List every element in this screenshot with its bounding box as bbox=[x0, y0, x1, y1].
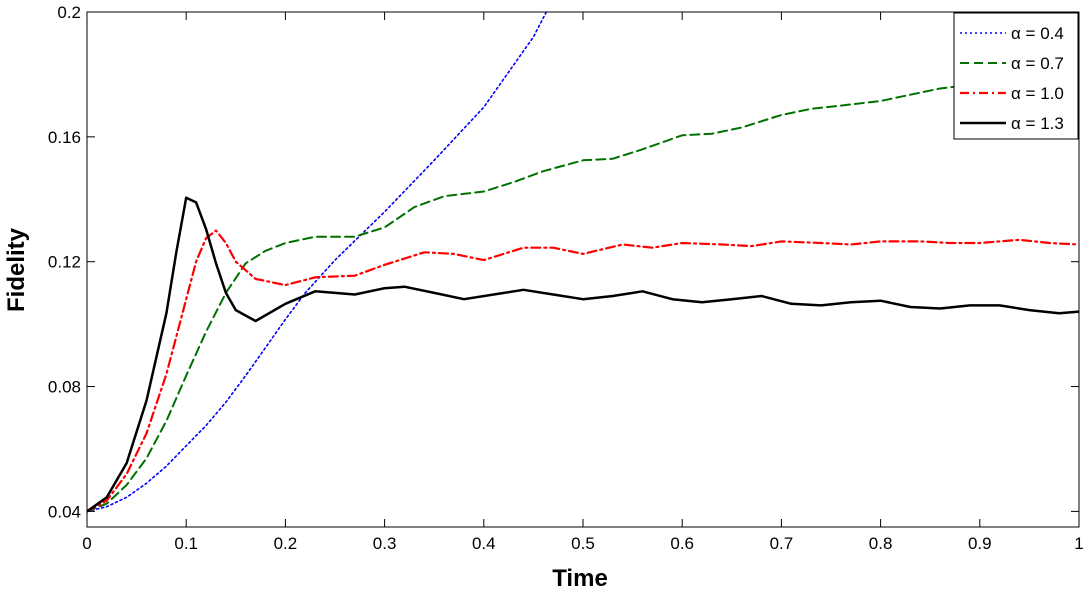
x-tick-label: 0.7 bbox=[770, 534, 794, 553]
x-tick-label: 0.8 bbox=[869, 534, 893, 553]
y-tick-label: 0.2 bbox=[57, 3, 81, 22]
legend-label-0: α = 0.4 bbox=[1011, 24, 1064, 43]
x-tick-label: 0 bbox=[82, 534, 91, 553]
series-line-2 bbox=[87, 229, 1079, 513]
plot-frame bbox=[86, 11, 1080, 528]
legend-label-2: α = 1.0 bbox=[1011, 84, 1064, 103]
y-tick-label: 0.08 bbox=[48, 378, 81, 397]
series-layer bbox=[87, 12, 1079, 513]
y-tick-label: 0.16 bbox=[48, 128, 81, 147]
x-axis-title: Time bbox=[552, 565, 608, 591]
x-tick-label: 0.6 bbox=[670, 534, 694, 553]
x-tick-label: 0.1 bbox=[174, 534, 198, 553]
series-line-3 bbox=[87, 196, 1079, 513]
y-axis: 0.04 0.08 0.12 0.16 0.2 bbox=[48, 3, 1079, 521]
legend-label-3: α = 1.3 bbox=[1011, 114, 1064, 133]
x-tick-label: 0.9 bbox=[968, 534, 992, 553]
legend-label-1: α = 0.7 bbox=[1011, 54, 1064, 73]
x-tick-label: 0.5 bbox=[571, 534, 595, 553]
legend: α = 0.4 α = 0.7 α = 1.0 α = 1.3 bbox=[953, 12, 1079, 140]
y-tick-label: 0.04 bbox=[48, 502, 81, 521]
series-line-1 bbox=[87, 65, 1079, 513]
legend-box bbox=[953, 12, 1079, 140]
x-axis: 0 0.1 0.2 0.3 0.4 0.5 0.6 0.7 0.8 0.9 1 bbox=[82, 12, 1083, 553]
x-tick-label: 0.4 bbox=[472, 534, 496, 553]
y-tick-label: 0.12 bbox=[48, 253, 81, 272]
series-line-0 bbox=[87, 12, 548, 513]
y-axis-title: Fidelity bbox=[3, 227, 30, 312]
x-tick-label: 0.3 bbox=[373, 534, 397, 553]
x-tick-label: 1 bbox=[1074, 534, 1083, 553]
x-tick-label: 0.2 bbox=[274, 534, 298, 553]
